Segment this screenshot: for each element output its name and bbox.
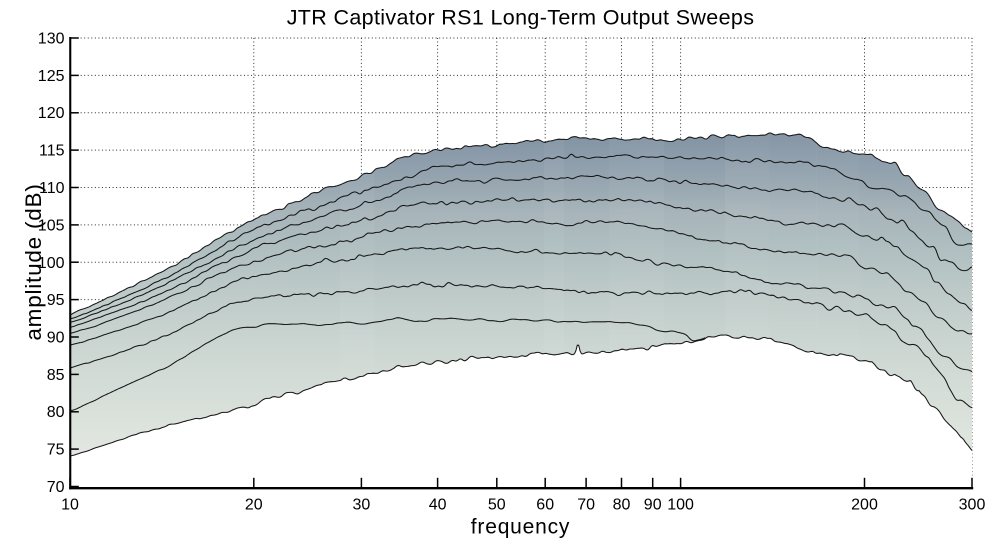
svg-text:100: 100	[38, 255, 65, 272]
svg-text:120: 120	[38, 105, 65, 122]
svg-text:125: 125	[38, 68, 65, 85]
svg-text:30: 30	[353, 497, 371, 514]
svg-text:amplitude (dB): amplitude (dB)	[21, 183, 46, 340]
svg-text:20: 20	[245, 497, 263, 514]
svg-text:110: 110	[39, 180, 65, 197]
svg-text:90: 90	[644, 497, 662, 514]
svg-text:300: 300	[959, 497, 986, 514]
svg-text:70: 70	[577, 497, 595, 514]
svg-text:10: 10	[61, 497, 79, 514]
svg-text:90: 90	[47, 330, 65, 347]
svg-text:200: 200	[851, 497, 878, 514]
svg-text:130: 130	[38, 31, 65, 48]
svg-text:frequency: frequency	[471, 516, 570, 539]
svg-text:85: 85	[47, 367, 65, 384]
svg-text:70: 70	[47, 479, 65, 496]
svg-text:115: 115	[39, 143, 65, 160]
svg-text:JTR Captivator RS1 Long-Term O: JTR Captivator RS1 Long-Term Output Swee…	[287, 6, 755, 30]
svg-text:40: 40	[429, 497, 447, 514]
svg-text:80: 80	[613, 497, 631, 514]
svg-text:105: 105	[38, 217, 65, 234]
svg-text:50: 50	[488, 497, 506, 514]
svg-text:100: 100	[667, 497, 694, 514]
svg-text:60: 60	[536, 497, 554, 514]
svg-text:80: 80	[47, 404, 65, 421]
svg-text:95: 95	[47, 292, 65, 309]
svg-text:75: 75	[47, 442, 65, 459]
